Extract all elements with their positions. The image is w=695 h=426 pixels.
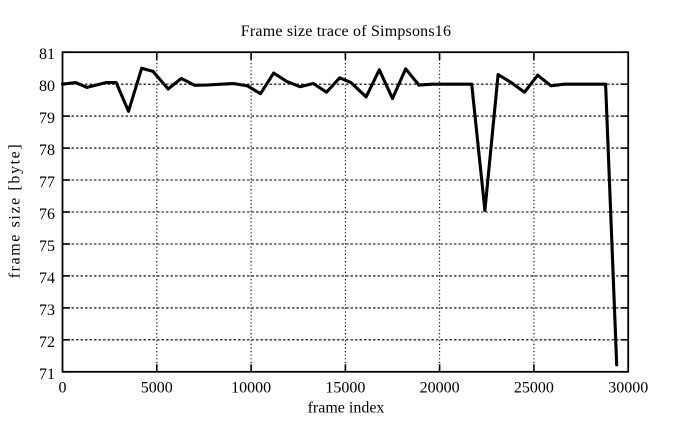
svg-text:5000: 5000: [141, 379, 173, 396]
svg-text:0: 0: [59, 379, 67, 396]
svg-text:30000: 30000: [608, 379, 648, 396]
svg-text:81: 81: [39, 46, 55, 63]
svg-text:15000: 15000: [325, 379, 365, 396]
svg-text:79: 79: [39, 110, 55, 127]
svg-text:72: 72: [39, 334, 55, 351]
svg-text:76: 76: [39, 206, 55, 223]
svg-text:25000: 25000: [514, 379, 554, 396]
svg-text:71: 71: [39, 366, 55, 383]
svg-text:80: 80: [39, 78, 55, 95]
svg-text:77: 77: [39, 174, 55, 191]
svg-text:20000: 20000: [420, 379, 460, 396]
svg-text:75: 75: [39, 238, 55, 255]
svg-text:78: 78: [39, 142, 55, 159]
svg-text:Frame size trace of Simpsons16: Frame size trace of Simpsons16: [241, 23, 451, 40]
svg-text:frame index: frame index: [308, 399, 385, 416]
svg-text:10000: 10000: [231, 379, 271, 396]
svg-text:frame size [byte]: frame size [byte]: [7, 143, 24, 279]
svg-text:73: 73: [39, 302, 55, 319]
svg-text:74: 74: [39, 270, 55, 287]
